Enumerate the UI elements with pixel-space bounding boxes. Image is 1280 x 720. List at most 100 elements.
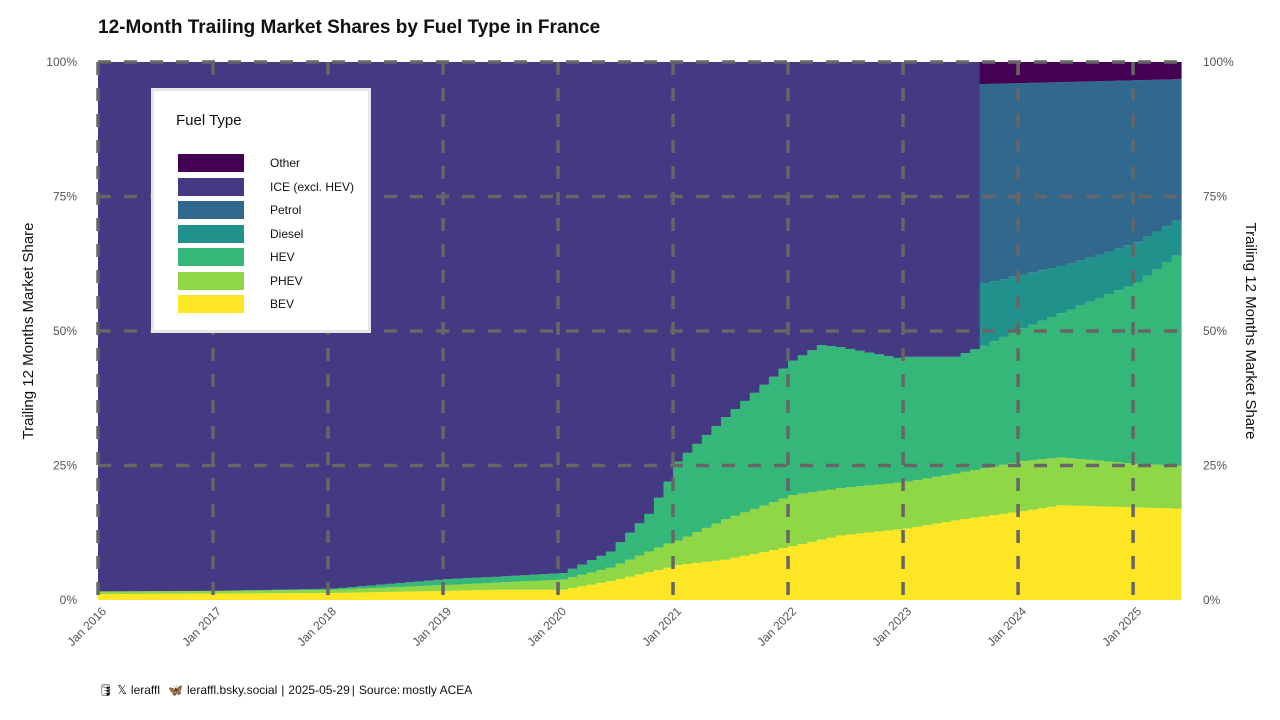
area-segment-other [1085, 62, 1096, 82]
area-segment-phev [414, 586, 425, 592]
area-segment-phev [682, 536, 693, 564]
area-segment-hev [1123, 286, 1134, 464]
area-segment-other [1075, 62, 1086, 82]
area-segment-phev [433, 585, 444, 592]
area-segment-hev [1161, 262, 1173, 466]
area-segment-diesel [1094, 254, 1105, 298]
area-segment-phev [615, 563, 626, 579]
y-tick-label-left: 25% [53, 459, 77, 473]
area-segment-ice-excl-hev- [970, 62, 981, 350]
area-segment-bev [692, 562, 703, 600]
area-segment-bev [931, 523, 942, 600]
x-handle[interactable]: leraffl [130, 683, 161, 697]
area-segment-diesel [1075, 260, 1086, 306]
area-segment-ice-excl-hev- [558, 62, 569, 574]
area-segment-ice-excl-hev- [126, 62, 137, 592]
area-segment-ice-excl-hev- [807, 62, 818, 351]
area-segment-phev [759, 505, 770, 552]
area-segment-hev [634, 523, 645, 556]
area-segment-bev [586, 584, 597, 600]
area-segment-bev [912, 526, 923, 600]
area-segment-phev [126, 591, 137, 594]
area-segment-phev [730, 515, 741, 558]
area-segment-hev [1085, 301, 1096, 460]
area-segment-diesel [1085, 257, 1096, 302]
area-segment-other [1094, 62, 1105, 82]
legend-item-ice: ICE (excl. HEV) [178, 177, 368, 196]
area-segment-ice-excl-hev- [605, 62, 617, 552]
area-segment-diesel [1123, 245, 1134, 287]
area-segment-bev [174, 593, 185, 600]
area-segment-hev [989, 341, 1000, 467]
area-segment-hev [1171, 255, 1182, 466]
area-segment-bev [347, 592, 358, 600]
area-segment-diesel [1113, 248, 1125, 291]
area-segment-bev [711, 560, 722, 600]
y-tick-label-right: 50% [1203, 324, 1227, 338]
area-segment-phev [337, 589, 348, 593]
area-segment-bev [385, 591, 396, 600]
area-segment-ice-excl-hev- [634, 62, 645, 524]
area-segment-bev [423, 591, 435, 600]
mug-icon: 🛢 [98, 683, 114, 697]
area-segment-phev [874, 484, 885, 532]
area-segment-bev [989, 515, 1000, 600]
area-segment-ice-excl-hev- [912, 62, 923, 357]
area-segment-hev [1046, 317, 1057, 459]
area-segment-ice-excl-hev- [443, 62, 454, 580]
area-segment-phev [347, 588, 358, 593]
area-segment-bev [634, 574, 645, 600]
area-segment-bev [950, 520, 962, 600]
area-segment-ice-excl-hev- [768, 62, 780, 377]
area-segment-phev [778, 498, 789, 549]
area-segment-hev [433, 579, 444, 586]
area-segment-ice-excl-hev- [481, 62, 492, 578]
area-segment-other [1113, 62, 1125, 81]
area-segment-other [1152, 62, 1163, 80]
area-segment-phev [807, 492, 818, 542]
area-segment-phev [912, 480, 923, 527]
area-segment-hev [490, 576, 502, 583]
area-segment-hev [443, 579, 454, 585]
area-segment-hev [692, 443, 703, 533]
area-segment-bev [1065, 505, 1077, 600]
area-segment-petrol [1133, 80, 1144, 243]
x-logo-icon: 𝕏 [117, 683, 127, 697]
area-segment-other [1027, 62, 1038, 83]
area-segment-hev [855, 350, 866, 487]
legend-swatch [178, 271, 244, 290]
area-segment-bev [558, 589, 569, 600]
area-segment-phev [318, 589, 329, 594]
legend-label: Diesel [270, 226, 304, 241]
area-segment-bev [807, 541, 818, 600]
area-segment-bev [730, 557, 741, 600]
area-segment-hev [720, 417, 732, 520]
area-segment-bev [1094, 506, 1105, 600]
area-segment-other [1065, 62, 1077, 82]
area-segment-hev [960, 353, 971, 472]
legend-item-hev: HEV [178, 248, 368, 266]
area-segment-ice-excl-hev- [749, 62, 760, 393]
area-segment-hev [893, 357, 904, 483]
area-segment-bev [653, 569, 665, 600]
area-segment-phev [605, 567, 617, 582]
y-tick-label-right: 75% [1203, 190, 1227, 204]
area-segment-hev [864, 352, 875, 486]
bsky-handle[interactable]: leraffl.bsky.social [187, 683, 278, 697]
area-segment-petrol [1113, 80, 1125, 249]
area-segment-bev [308, 593, 320, 600]
area-segment-phev [481, 583, 492, 590]
area-segment-ice-excl-hev- [433, 62, 444, 580]
area-segment-diesel [1027, 272, 1038, 325]
area-segment-ice-excl-hev- [423, 62, 435, 581]
area-segment-bev [960, 519, 971, 600]
area-segment-bev [414, 591, 425, 600]
area-segment-ice-excl-hev- [519, 62, 530, 576]
area-segment-bev [529, 589, 540, 600]
area-segment-hev [558, 573, 569, 580]
area-segment-bev [768, 550, 780, 600]
area-segment-diesel [989, 281, 1000, 342]
area-segment-hev [663, 481, 674, 544]
area-segment-phev [653, 547, 665, 570]
area-segment-hev [337, 587, 348, 590]
